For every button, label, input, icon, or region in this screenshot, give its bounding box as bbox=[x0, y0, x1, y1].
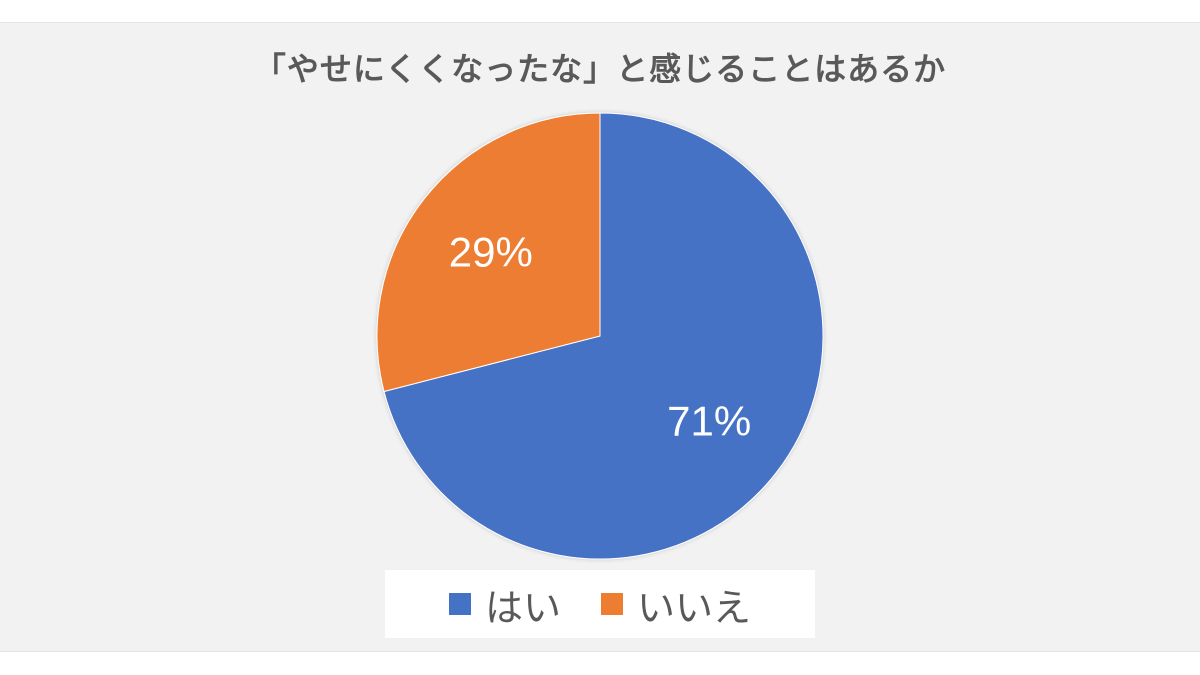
legend-swatch-no bbox=[601, 593, 623, 615]
legend-label-yes: はい bbox=[484, 585, 561, 630]
chart-title: 「やせにくくなったな」と感じることはあるか bbox=[253, 50, 947, 88]
legend-item-yes: はい bbox=[448, 577, 561, 632]
legend-swatch-yes bbox=[448, 593, 471, 615]
legend: はい いいえ bbox=[385, 570, 815, 638]
pie-slice-no bbox=[376, 112, 601, 393]
data-label-no: 29% bbox=[449, 228, 533, 275]
legend-item-no: いいえ bbox=[601, 577, 751, 632]
legend-label-no: いいえ bbox=[637, 585, 752, 630]
pie-slice-yes bbox=[383, 112, 824, 560]
data-label-yes: 71% bbox=[667, 398, 751, 445]
